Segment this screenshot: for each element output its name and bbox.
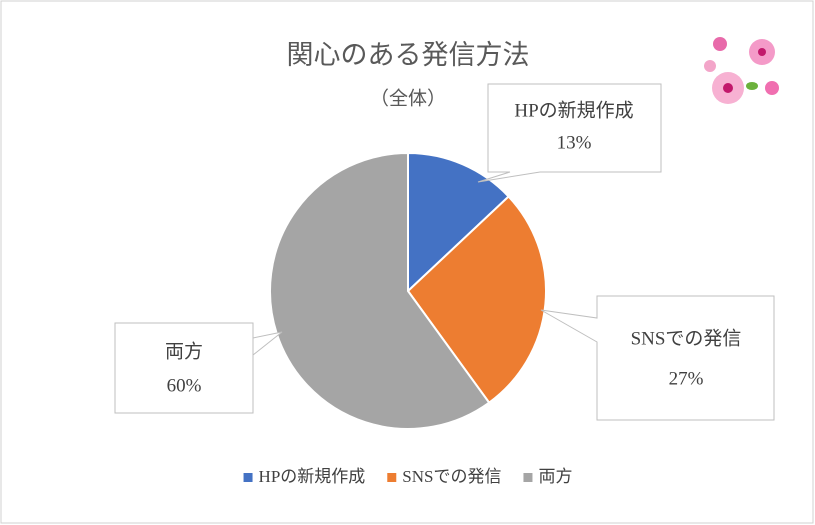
legend: HPの新規作成 SNSでの発信 両方	[243, 467, 572, 486]
data-label-name: SNSでの発信	[631, 327, 742, 349]
pie-slice	[406, 195, 547, 405]
data-label-value: 27%	[669, 368, 704, 389]
callout-box	[540, 295, 775, 421]
callouts	[114, 83, 775, 421]
flower-decoration	[704, 37, 779, 104]
legend-swatch	[523, 473, 533, 482]
data-label-value: 60%	[167, 375, 202, 396]
chart-title: 関心のある発信方法	[287, 40, 530, 70]
legend-swatch	[387, 473, 397, 482]
pie-slice	[407, 151, 511, 294]
legend-swatch	[243, 473, 253, 482]
legend-label: 両方	[538, 467, 572, 486]
callout-box	[477, 83, 662, 183]
pie	[269, 151, 547, 430]
legend-label: SNSでの発信	[402, 467, 501, 486]
chart-subtitle: （全体）	[370, 87, 446, 109]
data-label-name: 両方	[165, 340, 203, 362]
data-label-value: 13%	[557, 132, 592, 153]
callout-box	[114, 322, 283, 414]
legend-label: HPの新規作成	[259, 467, 366, 486]
data-label-name: HPの新規作成	[514, 99, 633, 121]
